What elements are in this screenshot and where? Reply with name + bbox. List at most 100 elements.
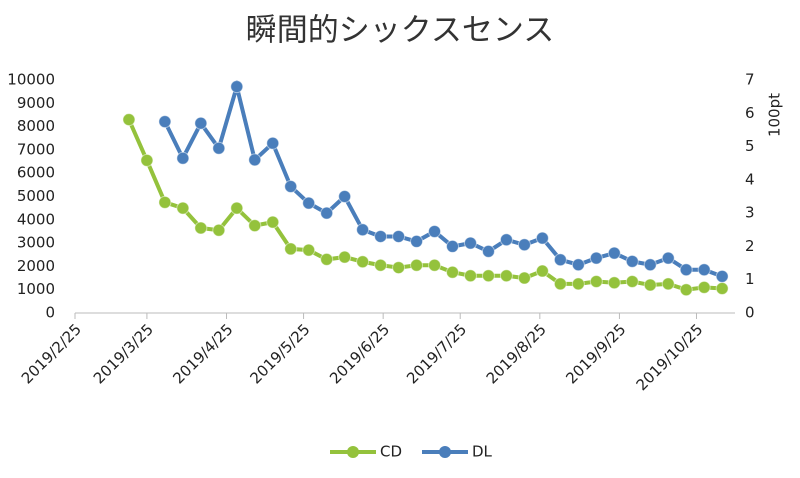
- y-tick-label: 8000: [17, 117, 55, 135]
- y2-tick-label: 7: [745, 71, 755, 89]
- data-point: [392, 261, 406, 275]
- data-point: [661, 277, 675, 291]
- data-point: [679, 283, 693, 297]
- data-point: [176, 151, 190, 165]
- data-point: [499, 269, 513, 283]
- y-tick-label: 1000: [17, 280, 55, 298]
- y-tick-label: 10000: [7, 71, 55, 89]
- y2-tick-label: 1: [745, 270, 755, 288]
- data-point: [140, 153, 154, 167]
- data-point: [410, 234, 424, 248]
- y2-tick-label: 2: [745, 237, 755, 255]
- data-point: [625, 254, 639, 268]
- y-tick-label: 7000: [17, 140, 55, 158]
- y2-tick-label: 4: [745, 170, 755, 188]
- data-point: [302, 243, 316, 257]
- data-point: [212, 141, 226, 155]
- data-point: [194, 116, 208, 130]
- data-point: [481, 269, 495, 283]
- y-tick-label: 6000: [17, 164, 55, 182]
- data-point: [212, 223, 226, 237]
- y2-tick-label: 6: [745, 104, 755, 122]
- x-tick-label: 2019/2/25: [18, 320, 85, 387]
- data-point: [338, 250, 352, 264]
- data-point: [553, 277, 567, 291]
- data-point: [517, 271, 531, 285]
- data-point: [697, 280, 711, 294]
- x-tick-label: 2019/4/25: [169, 320, 236, 387]
- series-line: [163, 80, 723, 279]
- x-tick-label: 2019/5/25: [246, 320, 313, 387]
- data-point: [356, 255, 370, 269]
- y-tick-label: 4000: [17, 210, 55, 228]
- data-point: [428, 224, 442, 238]
- y2-tick-label: 0: [745, 304, 755, 322]
- data-point: [517, 238, 531, 252]
- x-tick-label: 2019/9/25: [562, 320, 629, 387]
- data-point: [302, 196, 316, 210]
- y2-tick-label: 5: [745, 137, 755, 155]
- legend-marker: [347, 446, 359, 458]
- y-tick-label: 5000: [17, 187, 55, 205]
- data-point: [446, 239, 460, 253]
- data-point: [661, 251, 675, 265]
- y-tick-label: 3000: [17, 234, 55, 252]
- data-point: [715, 269, 729, 283]
- data-point: [446, 265, 460, 279]
- data-point: [553, 253, 567, 267]
- data-point: [284, 180, 298, 194]
- legend-marker: [439, 446, 451, 458]
- data-point: [374, 229, 388, 243]
- data-point: [266, 136, 280, 150]
- data-point: [643, 278, 657, 292]
- data-point: [607, 246, 621, 260]
- data-point: [589, 251, 603, 265]
- data-point: [176, 201, 190, 215]
- data-point: [158, 115, 172, 129]
- data-point: [571, 277, 585, 291]
- data-point: [284, 242, 298, 256]
- data-point: [356, 223, 370, 237]
- y-tick-label: 2000: [17, 257, 55, 275]
- data-point: [535, 264, 549, 278]
- data-point: [643, 258, 657, 272]
- data-point: [374, 258, 388, 272]
- data-point: [589, 275, 603, 289]
- y-tick-label: 9000: [17, 94, 55, 112]
- x-tick-label: 2019/10/25: [633, 320, 707, 394]
- data-point: [625, 275, 639, 289]
- legend-label: CD: [380, 443, 402, 461]
- data-point: [607, 276, 621, 290]
- data-point: [194, 221, 208, 235]
- y-tick-label: 0: [45, 304, 55, 322]
- y2-axis-label: 100pt: [766, 93, 784, 137]
- data-point: [697, 263, 711, 277]
- data-point: [320, 252, 334, 266]
- data-point: [122, 113, 136, 127]
- data-point: [320, 206, 334, 220]
- data-point: [410, 258, 424, 272]
- data-point: [338, 190, 352, 203]
- y2-tick-label: 3: [745, 204, 755, 222]
- data-point: [266, 215, 280, 229]
- data-point: [499, 233, 513, 247]
- data-point: [392, 229, 406, 243]
- data-point: [230, 201, 244, 215]
- data-point: [679, 263, 693, 277]
- data-point: [248, 219, 262, 233]
- data-point: [715, 282, 729, 296]
- data-point: [158, 195, 172, 209]
- data-point: [481, 244, 495, 258]
- x-tick-label: 2019/6/25: [326, 320, 393, 387]
- data-point: [230, 80, 244, 94]
- data-point: [463, 269, 477, 283]
- chart-title: 瞬間的シックスセンス: [246, 13, 554, 49]
- x-tick-label: 2019/7/25: [403, 320, 470, 387]
- x-tick-label: 2019/3/25: [90, 320, 157, 387]
- data-point: [428, 258, 442, 272]
- plot-area: [122, 80, 729, 297]
- data-point: [535, 231, 549, 245]
- data-point: [463, 236, 477, 250]
- data-point: [571, 258, 585, 272]
- series-line: [127, 118, 723, 292]
